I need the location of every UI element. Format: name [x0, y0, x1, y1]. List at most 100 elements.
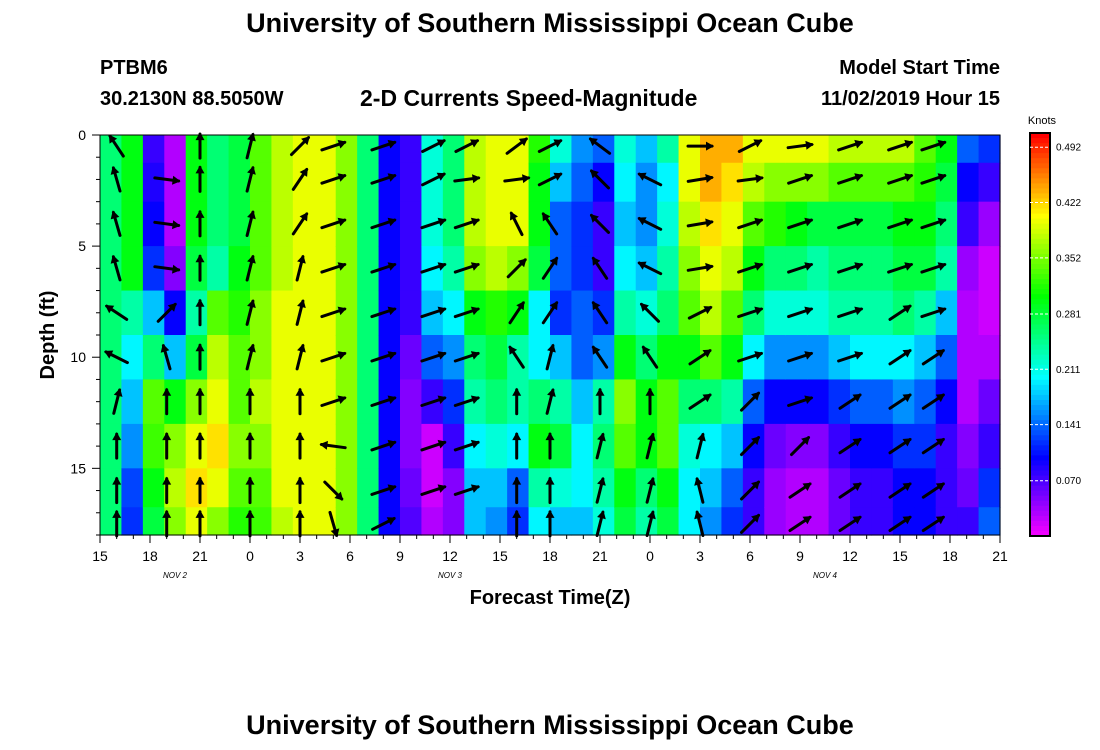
arrow-head [112, 476, 122, 485]
current-arrow [195, 387, 205, 416]
heatmap-cell [871, 468, 894, 508]
heatmap-cell [850, 507, 873, 536]
colorbar-segment [1030, 188, 1050, 195]
heatmap-cell [785, 162, 808, 203]
arrow-head [337, 395, 347, 404]
arrow-head [162, 509, 172, 518]
colorbar-segment [1030, 203, 1050, 210]
heatmap-cell [442, 201, 465, 247]
current-arrow [509, 211, 524, 237]
heatmap-cell [935, 468, 958, 508]
arrow-head [295, 387, 305, 396]
heatmap-cell [700, 507, 723, 536]
arrow-head [245, 476, 255, 485]
current-arrow [245, 432, 255, 460]
colorbar-segment [1030, 379, 1050, 386]
arrow-head [387, 173, 397, 182]
colorbar-segment [1030, 138, 1050, 144]
colorbar-segment [1030, 213, 1050, 220]
current-arrow [887, 139, 914, 152]
y-tick-label: 15 [70, 460, 86, 476]
arrow-head [247, 210, 256, 220]
arrow-head [337, 173, 347, 182]
colorbar-segment [1030, 269, 1050, 275]
arrow-head [472, 174, 481, 184]
colorbar-tick-label: 0.422 [1056, 198, 1081, 209]
colorbar-segment [1030, 324, 1050, 331]
heatmap-cell [100, 201, 123, 247]
colorbar-segment [1030, 248, 1050, 255]
heatmap-cell [678, 423, 701, 469]
current-arrow [645, 510, 656, 537]
heatmap-cell [571, 335, 594, 381]
current-arrow [320, 262, 347, 274]
y-tick-label: 0 [78, 127, 86, 143]
heatmap-cell [721, 507, 744, 536]
heatmap-cell [271, 468, 294, 508]
x-tick-label: 6 [346, 548, 354, 564]
arrow-head [299, 212, 308, 222]
heatmap-cell [314, 379, 337, 425]
current-arrow [370, 139, 397, 152]
heatmap-cell [807, 246, 830, 292]
x-tick-label: 15 [492, 548, 508, 564]
colorbar-segment [1030, 314, 1050, 320]
current-arrow [503, 174, 531, 184]
colorbar-segment [1030, 309, 1050, 315]
arrow-head [512, 387, 522, 396]
arrow-head [301, 136, 310, 146]
current-arrow [686, 174, 714, 183]
heatmap-cell [742, 162, 765, 203]
current-arrow [508, 345, 525, 369]
colorbar-segment [1030, 329, 1050, 336]
arrow-head [337, 306, 347, 316]
heatmap-cell [785, 135, 808, 164]
current-arrow [370, 395, 397, 407]
heatmap-cell [142, 246, 165, 292]
top-title: University of Southern Mississippi Ocean… [246, 8, 854, 38]
current-arrow [508, 301, 525, 325]
colorbar-segment [1030, 218, 1050, 225]
heatmap-cell [807, 335, 830, 381]
colorbar-segment [1030, 425, 1050, 431]
current-arrow [160, 343, 172, 371]
colorbar-segment [1030, 475, 1050, 482]
arrow-head [703, 306, 713, 315]
current-arrow [505, 137, 528, 155]
heatmap-cell [207, 162, 230, 203]
arrow-head [245, 387, 255, 396]
heatmap-cell [250, 201, 273, 247]
arrow-head [195, 298, 205, 307]
arrow-head [470, 139, 480, 148]
heatmap-cell [100, 135, 123, 164]
colorbar-segment [1030, 369, 1050, 376]
heatmap-cell [292, 423, 315, 469]
heatmap-cell [807, 290, 830, 336]
heatmap-cell [935, 162, 958, 203]
heatmap-cell [914, 335, 937, 381]
current-arrow [645, 387, 655, 416]
arrow-head [597, 432, 606, 442]
heatmap-cell [485, 246, 508, 292]
heatmap-cell [657, 135, 680, 164]
arrow-head [470, 306, 480, 316]
heatmap-cell [614, 246, 637, 292]
current-arrow [320, 351, 347, 363]
arrow-head [640, 302, 649, 312]
colorbar-segment [1030, 228, 1050, 235]
current-arrow [787, 262, 814, 274]
heatmap-cell [207, 507, 230, 536]
current-arrow [837, 262, 864, 274]
arrow-head [937, 306, 947, 316]
heatmap-cell [142, 201, 165, 247]
arrow-head [470, 351, 480, 360]
arrow-head [647, 477, 656, 486]
heatmap-cell [550, 335, 573, 381]
current-arrow [887, 217, 914, 230]
arrow-head [553, 139, 563, 148]
heatmap-cell [314, 335, 337, 381]
heatmap-cell [228, 335, 251, 381]
current-arrow [319, 440, 347, 450]
current-arrow [788, 482, 812, 499]
x-axis-label: Forecast Time(Z) [470, 587, 631, 609]
